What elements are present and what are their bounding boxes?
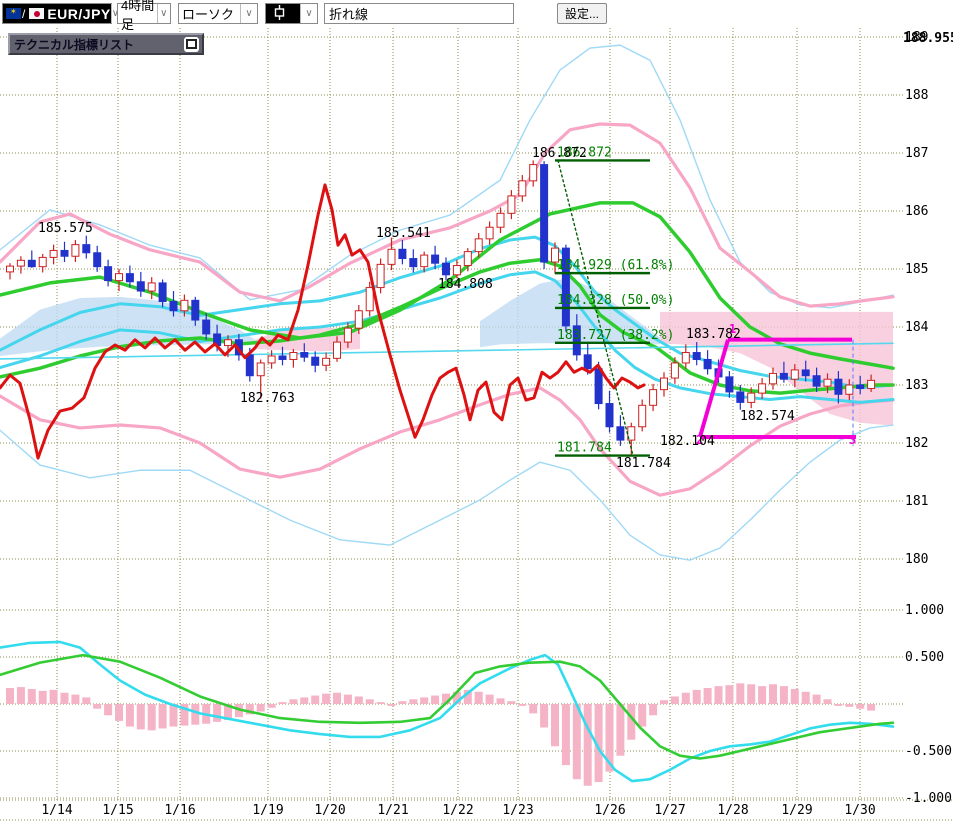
price-annotations: 185.575 185.541 184.808 182.763 186.872 181.7… (38, 146, 795, 471)
fibonacci-retracement: 186.872 184.929 (61.8%) 184.328 (50.0%) 183… (555, 145, 674, 457)
svg-text:1/15: 1/15 (102, 803, 133, 818)
date-axis-labels: 1/14 1/15 1/16 1/19 1/20 1/21 1/22 1/23 1/26 1/27… (41, 803, 875, 818)
comparison-line-overlay (0, 183, 646, 460)
svg-text:182.574: 182.574 (740, 409, 795, 424)
eu-flag-icon (6, 7, 21, 19)
svg-text:183.782: 183.782 (686, 327, 741, 342)
svg-text:184.328 (50.0%): 184.328 (50.0%) (557, 293, 674, 308)
svg-text:1/29: 1/29 (781, 803, 812, 818)
svg-text:2: 2 (696, 433, 703, 447)
timeframe-select[interactable]: 4時間足 ∨ (117, 0, 171, 32)
svg-text:184.929 (61.8%): 184.929 (61.8%) (557, 258, 674, 273)
chevron-down-icon[interactable]: ∨ (240, 4, 257, 23)
svg-text:1/27: 1/27 (654, 803, 685, 818)
svg-text:1/28: 1/28 (717, 803, 748, 818)
chevron-down-icon[interactable]: ∨ (300, 4, 317, 23)
ichimoku-clouds (0, 277, 893, 426)
overlay-type-field[interactable] (324, 3, 514, 24)
currency-pair-select[interactable]: / EUR/JPY ∨ (2, 3, 120, 24)
candle-style-select[interactable]: ∨ (265, 3, 318, 24)
svg-text:181: 181 (905, 494, 928, 509)
technical-indicator-list-panel[interactable]: テクニカル指標リスト (8, 33, 204, 55)
timeframe-label: 4時間足 (121, 0, 155, 32)
svg-text:189: 189 (905, 30, 928, 45)
svg-text:1/21: 1/21 (377, 803, 408, 818)
svg-text:185.541: 185.541 (376, 226, 431, 241)
svg-text:0.500: 0.500 (905, 650, 944, 665)
svg-text:188.955: 188.955 (903, 31, 953, 46)
svg-text:186.872: 186.872 (532, 146, 587, 161)
svg-text:188: 188 (905, 88, 928, 103)
currency-pair-label: EUR/JPY (47, 5, 111, 22)
svg-text:184.808: 184.808 (438, 277, 493, 292)
svg-text:181.784: 181.784 (557, 441, 612, 456)
svg-text:1/19: 1/19 (252, 803, 283, 818)
svg-text:1/20: 1/20 (314, 803, 345, 818)
svg-text:182.763: 182.763 (240, 391, 295, 406)
svg-text:-0.500: -0.500 (905, 744, 952, 759)
panel-title: テクニカル指標リスト (14, 37, 135, 52)
chart-type-select[interactable]: ローソク ∨ (178, 3, 258, 24)
svg-text:182: 182 (905, 436, 928, 451)
svg-text:181.784: 181.784 (616, 456, 671, 471)
svg-text:180: 180 (905, 552, 928, 567)
svg-text:183: 183 (905, 378, 928, 393)
chart-toolbar: / EUR/JPY ∨ 4時間足 ∨ ローソク ∨ ∨ 設定... (0, 0, 953, 32)
jp-flag-icon (29, 8, 45, 19)
svg-text:1/22: 1/22 (442, 803, 473, 818)
svg-text:1: 1 (729, 322, 736, 336)
svg-text:1/16: 1/16 (164, 803, 195, 818)
svg-text:1/23: 1/23 (502, 803, 533, 818)
svg-text:1/30: 1/30 (844, 803, 875, 818)
svg-text:184: 184 (905, 320, 929, 335)
svg-text:182.104: 182.104 (660, 434, 715, 449)
svg-text:186: 186 (905, 204, 928, 219)
chevron-down-icon[interactable]: ∨ (156, 4, 170, 23)
candlestick-icon (274, 4, 285, 23)
svg-text:3: 3 (849, 433, 856, 447)
svg-text:1/26: 1/26 (594, 803, 625, 818)
flag-separator: / (22, 6, 26, 21)
settings-button[interactable]: 設定... (557, 3, 607, 24)
svg-text:187: 187 (905, 146, 928, 161)
chart-type-label: ローソク (182, 7, 235, 22)
price-axis-labels: 189 188 187 186 185 184 183 182 181 180 188.955 1.0… (893, 30, 953, 806)
macd-panel (0, 640, 895, 786)
svg-text:183.727 (38.2%): 183.727 (38.2%) (557, 328, 674, 343)
magenta-drawing: 1 2 3 (696, 322, 856, 447)
svg-text:-1.000: -1.000 (905, 791, 952, 806)
svg-text:1/14: 1/14 (41, 803, 72, 818)
svg-text:185: 185 (905, 262, 928, 277)
chevron-down-icon[interactable]: ∨ (110, 4, 120, 23)
svg-text:185.575: 185.575 (38, 221, 93, 236)
svg-text:1.000: 1.000 (905, 603, 944, 618)
restore-window-icon[interactable] (184, 36, 199, 52)
candlesticks (6, 160, 876, 456)
svg-text:186.872: 186.872 (557, 145, 612, 160)
